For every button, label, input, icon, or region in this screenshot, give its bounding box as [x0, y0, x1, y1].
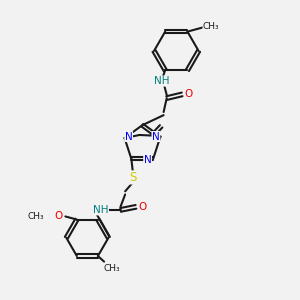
Text: N: N	[125, 131, 133, 142]
Text: CH₃: CH₃	[28, 212, 44, 221]
Text: O: O	[184, 89, 193, 99]
Text: NH: NH	[154, 76, 170, 86]
Text: CH₃: CH₃	[103, 264, 120, 273]
Text: N: N	[144, 155, 152, 165]
Text: O: O	[139, 202, 147, 212]
Text: CH₃: CH₃	[203, 22, 220, 32]
Text: O: O	[54, 212, 62, 221]
Text: N: N	[152, 131, 160, 142]
Text: S: S	[129, 171, 137, 184]
Text: NH: NH	[93, 205, 108, 215]
